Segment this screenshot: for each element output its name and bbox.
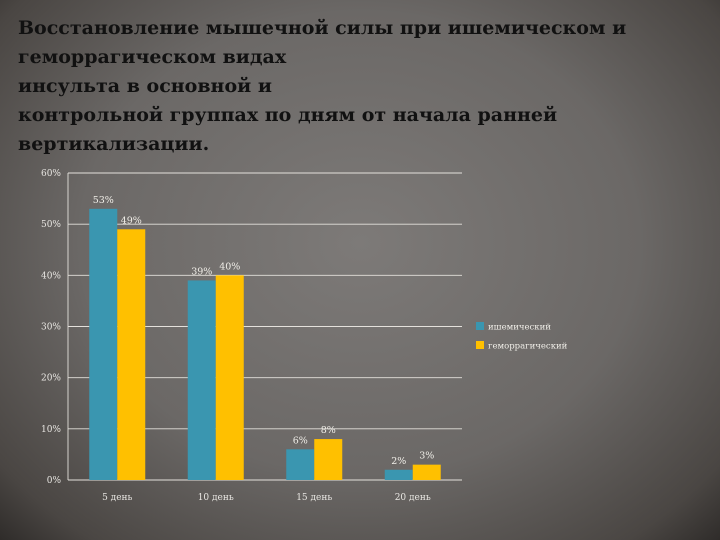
bar — [286, 449, 315, 480]
data-label: 49% — [121, 215, 142, 226]
bar — [314, 439, 343, 480]
y-tick-label: 0% — [47, 476, 62, 486]
bar — [412, 464, 441, 480]
y-tick-label: 20% — [41, 374, 61, 384]
bar — [117, 229, 146, 480]
bar — [89, 208, 118, 481]
data-label: 6% — [293, 435, 308, 446]
data-label: 39% — [191, 266, 212, 277]
data-label: 40% — [219, 261, 240, 272]
x-tick-label: 15 день — [296, 493, 332, 503]
y-tick-label: 60% — [41, 169, 61, 179]
legend-swatch — [476, 341, 484, 349]
legend-swatch — [476, 322, 484, 330]
y-tick-label: 50% — [41, 220, 61, 230]
bar — [384, 469, 413, 480]
data-label: 3% — [419, 451, 434, 462]
x-tick-label: 5 день — [102, 493, 132, 503]
y-tick-label: 40% — [41, 271, 61, 281]
x-tick-label: 10 день — [198, 493, 234, 503]
data-label: 53% — [93, 195, 114, 206]
y-tick-label: 30% — [41, 323, 61, 333]
bar — [187, 280, 216, 480]
data-label: 8% — [321, 425, 336, 436]
legend-label: ишемический — [488, 323, 551, 333]
bar — [215, 275, 244, 480]
chart-title: Восстановление мышечной силы при ишемиче… — [18, 17, 627, 155]
data-label: 2% — [391, 456, 406, 467]
y-tick-label: 10% — [41, 425, 61, 435]
legend-label: геморрагический — [488, 342, 568, 352]
x-tick-label: 20 день — [395, 493, 431, 503]
